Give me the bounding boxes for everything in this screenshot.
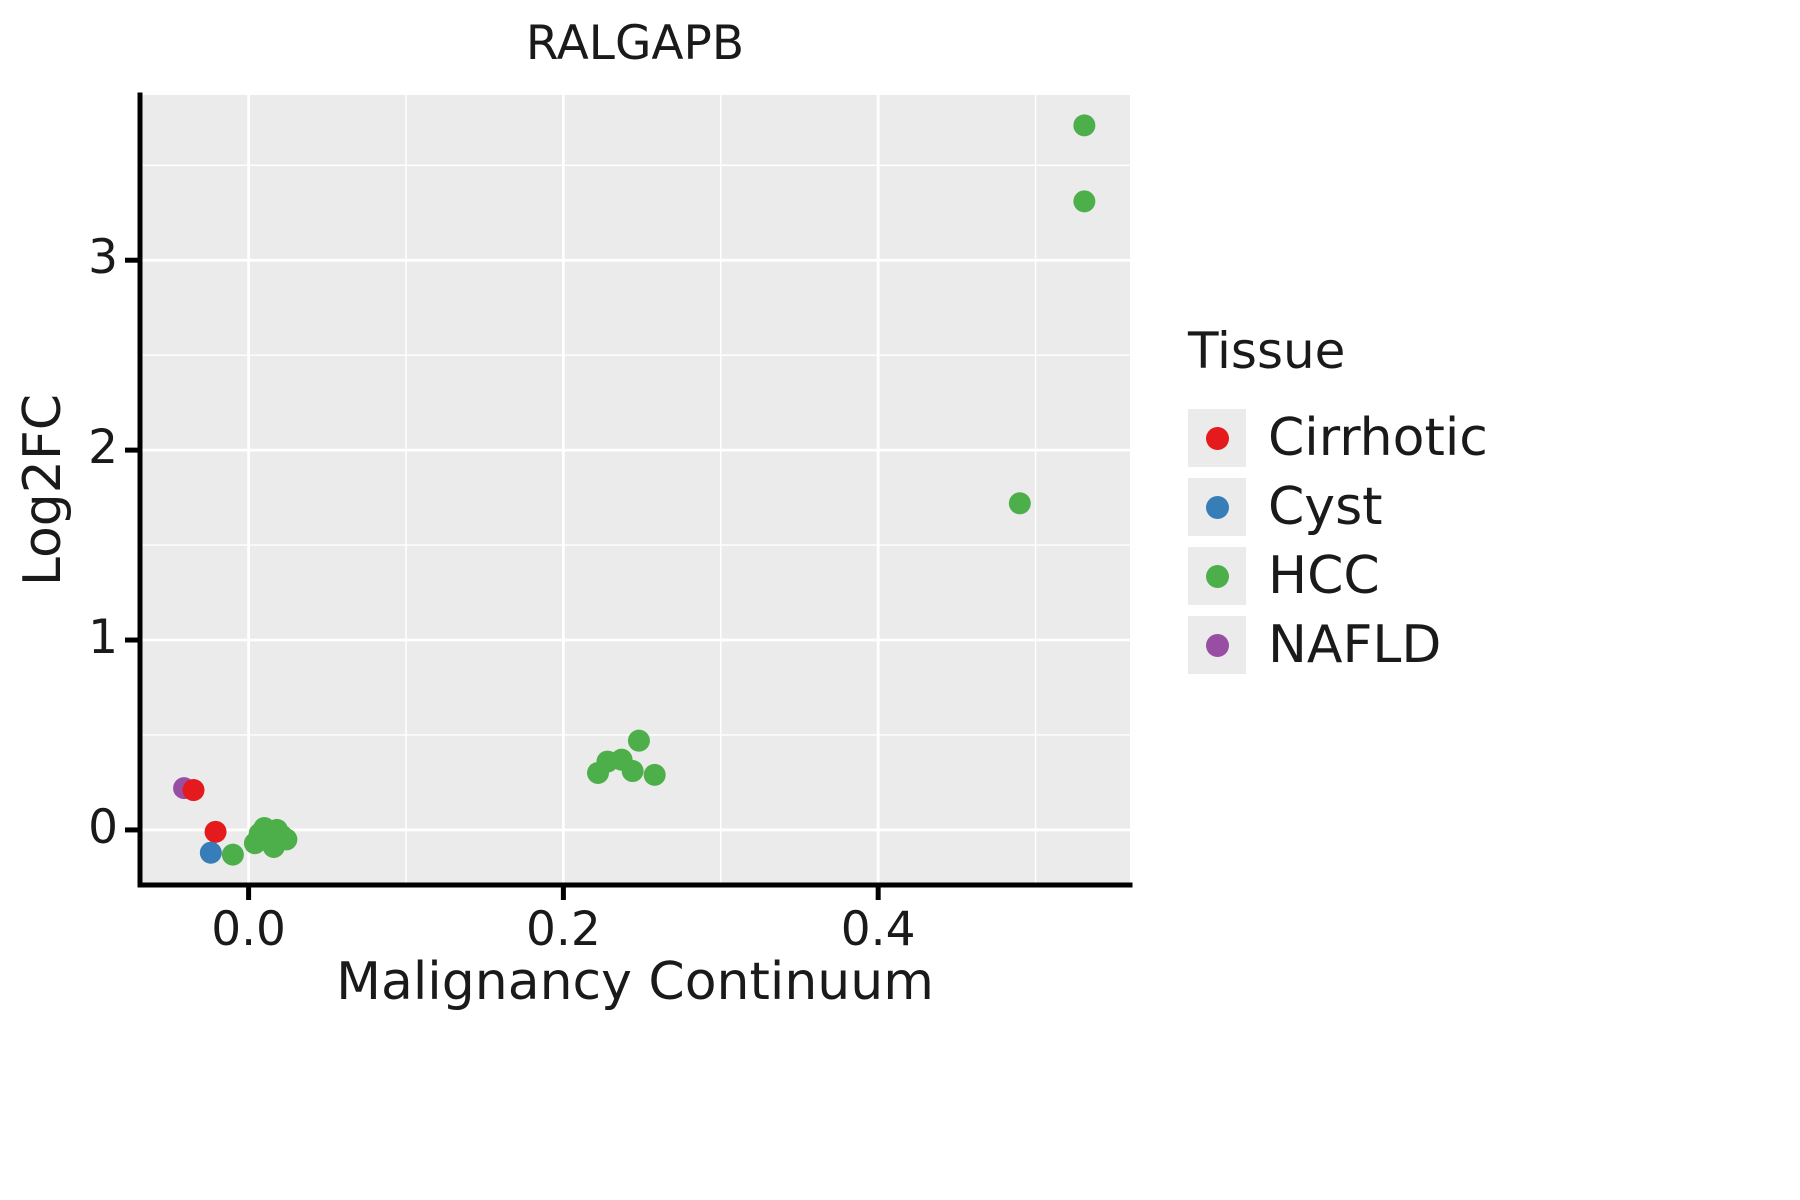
legend-title: Tissue — [1188, 322, 1346, 380]
chart-title: RALGAPB — [525, 16, 745, 71]
legend: Tissue Cirrhotic Cyst HCC NAFLD — [1188, 322, 1488, 684]
y-tick-label: 0 — [88, 799, 118, 855]
x-tick-label: 0.2 — [526, 902, 601, 957]
legend-entries: Cirrhotic Cyst HCC NAFLD — [1188, 408, 1488, 675]
legend-dot-icon — [1205, 426, 1229, 450]
legend-label: Cyst — [1268, 477, 1383, 537]
legend-entry-cyst: Cyst — [1188, 477, 1488, 537]
legend-dot-icon — [1205, 633, 1229, 657]
data-point-cirrhotic — [204, 820, 227, 843]
legend-entry-hcc: HCC — [1188, 546, 1488, 606]
data-point-hcc — [1073, 190, 1096, 213]
data-point-hcc — [221, 843, 244, 866]
data-point-hcc — [275, 828, 298, 851]
legend-key-swatch — [1188, 478, 1246, 536]
legend-label: Cirrhotic — [1268, 408, 1488, 468]
legend-dot-icon — [1205, 495, 1229, 519]
x-axis-label: Malignancy Continuum — [336, 952, 934, 1012]
legend-key-swatch — [1188, 616, 1246, 674]
data-point-cyst — [199, 841, 222, 864]
data-point-hcc — [643, 763, 666, 786]
x-tick-label: 0.4 — [840, 902, 916, 957]
legend-entry-cirrhotic: Cirrhotic — [1188, 408, 1488, 468]
legend-label: HCC — [1268, 546, 1380, 606]
legend-label: NAFLD — [1268, 615, 1442, 675]
y-tick-label: 1 — [88, 610, 118, 666]
data-point-hcc — [627, 729, 650, 752]
y-axis-label: Log2FC — [13, 393, 73, 587]
data-point-hcc — [1008, 492, 1031, 515]
y-tick-label: 3 — [88, 230, 118, 286]
legend-dot-icon — [1205, 564, 1229, 588]
data-point-cirrhotic — [182, 779, 205, 802]
plot-panel — [140, 95, 1130, 885]
legend-key-swatch — [1188, 547, 1246, 605]
x-tick-label: 0.0 — [211, 902, 286, 957]
legend-entry-nafld: NAFLD — [1188, 615, 1488, 675]
data-point-hcc — [1073, 114, 1096, 137]
y-tick-label: 2 — [88, 420, 118, 476]
data-point-hcc — [621, 760, 644, 783]
legend-key-swatch — [1188, 409, 1246, 467]
